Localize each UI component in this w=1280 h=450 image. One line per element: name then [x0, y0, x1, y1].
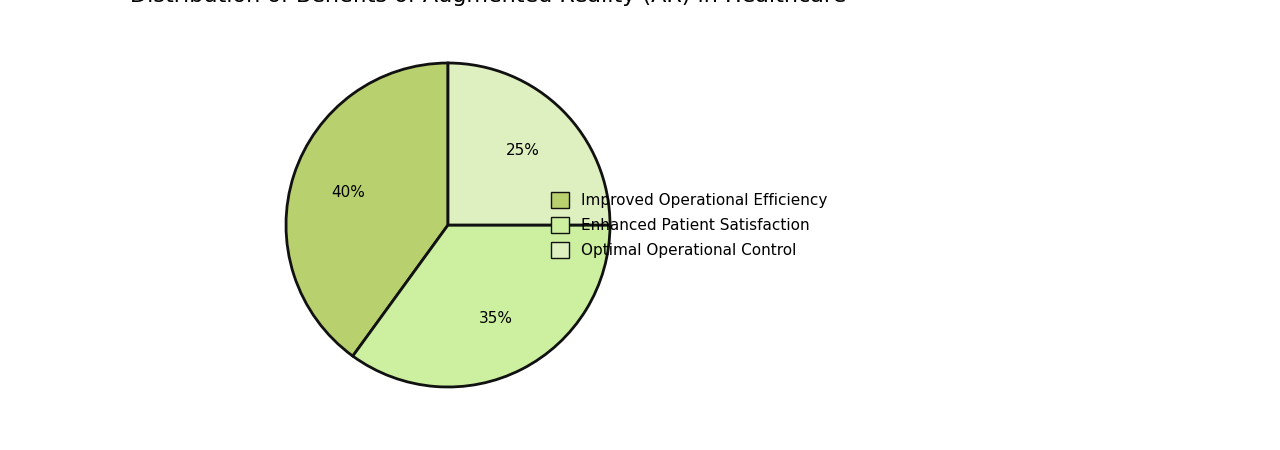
Text: 40%: 40%: [332, 185, 365, 200]
Wedge shape: [448, 63, 611, 225]
Text: 25%: 25%: [506, 143, 539, 158]
Text: 35%: 35%: [479, 311, 513, 326]
Legend: Improved Operational Efficiency, Enhanced Patient Satisfaction, Optimal Operatio: Improved Operational Efficiency, Enhance…: [545, 186, 833, 264]
Wedge shape: [285, 63, 448, 356]
Title: Distribution of Benefits of Augmented Reality (AR) in Healthcare: Distribution of Benefits of Augmented Re…: [131, 0, 846, 6]
Wedge shape: [353, 225, 611, 387]
